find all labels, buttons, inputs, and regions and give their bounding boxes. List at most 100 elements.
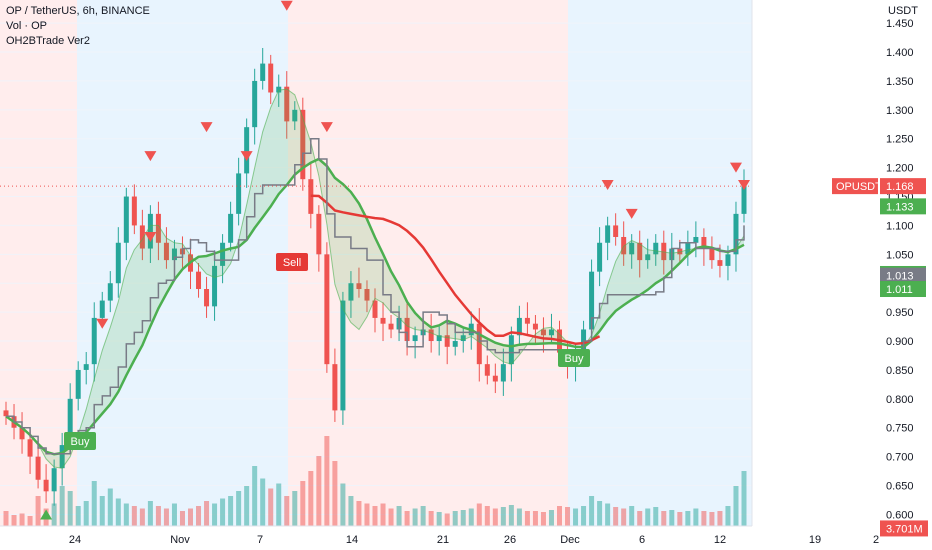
candle-body [356,283,362,290]
volume-bar [548,510,554,526]
time-tick: Dec [560,534,580,546]
volume-bar [420,506,426,526]
candle-body [244,127,250,174]
price-tick: 1.450 [886,18,914,30]
volume-bar [685,511,691,526]
volume-bar [260,478,266,526]
candle-body [693,236,699,243]
indicator-tag-1 [880,198,926,215]
volume-bar [236,491,242,526]
last-price-tag [880,178,926,195]
volume-bar [717,511,723,526]
volume-bar [500,507,506,526]
symbol-tag-text: OPUSDT [836,181,882,193]
volume-bar [115,498,121,526]
volume-bar [332,461,338,526]
candle-body [147,213,153,249]
volume-bar [27,516,33,526]
volume-bar [613,507,619,526]
volume-bar [693,508,699,526]
candle-body [332,364,338,411]
volume-bar [268,488,274,526]
candle-body [59,445,65,469]
candle-body [741,184,747,214]
sell-arrow-icon [144,231,157,242]
price-tick: 0.850 [886,365,914,377]
candle-body [324,254,330,365]
volume-bar [59,486,65,526]
candle-body [725,254,731,266]
candle-body [412,335,418,342]
volume-bar [581,506,587,526]
candle-body [316,213,322,255]
volume-bar [476,503,482,526]
time-tick: 21 [437,534,449,546]
candle-body [67,398,73,446]
volume-bar [661,511,667,526]
sell-signal-label: Sell [283,257,301,269]
volume-bar [67,491,73,526]
band-fill [6,89,744,469]
price-tick: 1.300 [886,105,914,117]
volume-bar [380,503,386,526]
symbol-title[interactable]: OP / TetherUS, 6h, BINANCE [6,5,150,17]
candle-body [228,213,234,243]
candle-body [3,410,9,417]
price-tick: 1.050 [886,249,914,261]
candle-body [83,364,89,370]
volume-bar [19,513,25,526]
symbol-tag [832,178,878,195]
time-tick: 19 [809,534,821,546]
candle-body [155,213,161,243]
candle-body [508,335,514,365]
candle-body [260,63,266,81]
volume-bar [404,511,410,526]
candle-body [220,242,226,266]
volume-bar [188,508,193,526]
candle-body [284,86,290,122]
volume-bar [107,488,113,526]
volume-bar [733,486,739,526]
candle-body [372,300,378,318]
volume-bar [444,513,450,526]
volume-tag [880,520,928,537]
price-tick: 0.900 [886,336,914,348]
indicator-legend[interactable]: OH2BTrade Ver2 [6,35,90,47]
volume-bar [356,501,362,526]
sell-arrow-icon [729,162,742,173]
volume-bar [524,511,530,526]
candle-body [709,248,715,261]
volume-bar [597,501,603,526]
volume-bar [412,508,418,526]
candle-body [645,254,651,261]
sell-arrow-icon [144,151,157,162]
volume-bar [284,496,290,526]
volume-bar [565,507,571,526]
price-tick: 0.650 [886,481,914,493]
volume-bar [155,506,161,526]
volume-bar [139,508,145,526]
volume-bar [316,456,322,526]
candle-body [613,225,619,237]
volume-bar [741,471,747,526]
candle-body [380,317,386,324]
candle-body [35,456,41,480]
candle-body [388,323,394,330]
price-tick: 1.200 [886,163,914,175]
sell-arrow-icon [738,179,750,190]
candle-body [589,271,595,330]
time-tick: 24 [69,534,81,546]
candle-body [532,323,538,330]
volume-bar [163,508,169,526]
volume-bar [83,501,89,526]
price-tick: 0.750 [886,423,914,435]
volume-bar [484,506,490,526]
buy-signal [558,349,590,367]
buy-arrow-icon [40,509,53,520]
candle-body [171,248,177,261]
volume-legend[interactable]: Vol · OP [6,20,47,32]
volume-bar [669,510,675,526]
volume-tag-text: 3.701M [886,523,923,535]
